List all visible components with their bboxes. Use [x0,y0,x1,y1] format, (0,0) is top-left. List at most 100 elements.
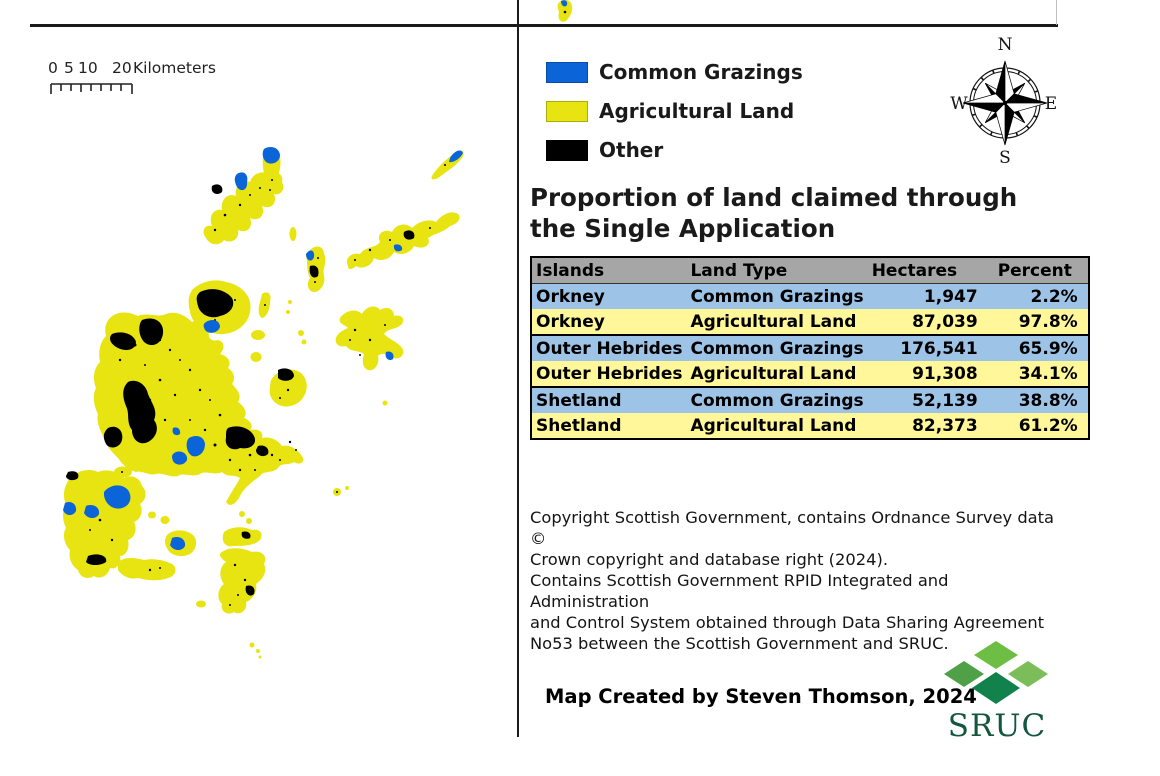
island-stronsay [335,306,404,371]
island-rousay [188,280,251,335]
islet-auskerry [382,400,388,406]
scale-label-5: 5 [64,59,74,77]
cell-land-type: Agricultural Land [690,311,857,332]
top-frame-rule [30,24,1058,27]
scale-label-20: 20 [112,59,132,77]
table-header-row: Islands Land Type Hectares Percent [531,257,1089,284]
island-sanday [346,212,460,269]
island-hoy [63,470,146,578]
island-eday [306,246,326,292]
right-frame-edge [1056,0,1057,25]
legend: Common Grazings Agricultural Land Other [546,60,803,178]
cell-percent: 34.1% [1018,363,1078,384]
island-south-ronaldsay [218,548,266,614]
island-fair-isle-fragment [557,0,573,22]
cell-island: Outer Hebrides [536,363,683,384]
table-row: Orkney Common Grazings 1,947 2.2% [531,283,1089,309]
legend-item-agricultural-land: Agricultural Land [546,99,803,123]
island-egilsay [258,292,271,318]
cell-percent: 38.8% [993,386,1089,413]
island-mainland [93,312,304,505]
islet-glims-holm [246,518,252,524]
cell-land-type: Agricultural Land [690,415,857,436]
compass-south-label: S [999,148,1011,166]
scale-bar-ticks [50,83,133,94]
cell-percent: 97.8% [1018,311,1078,332]
cell-island: Shetland [536,415,622,436]
common-grazings-swatch [546,61,588,83]
cell-hectares: 1,947 [923,286,978,307]
other-land-polygons [66,184,415,596]
legend-label: Common Grazings [599,60,803,84]
cell-island: Orkney [536,311,605,332]
header-islands: Islands [531,257,687,284]
sruc-logo-text: SRUC [947,708,1047,744]
compass-east-label: E [1045,94,1057,114]
header-percent: Percent [993,257,1089,284]
cell-percent: 65.9% [993,334,1089,361]
header-hectares: Hectares [867,257,994,284]
panel-divider-line [517,0,519,737]
page-title: Proportion of land claimed through the S… [530,183,1018,243]
scale-label-10: 10 [78,59,98,77]
map-credit-text: Map Created by Steven Thomson, 2024 [545,685,977,708]
islet-swona [196,600,206,608]
island-burray [222,527,262,547]
cell-hectares: 176,541 [867,334,994,361]
copyright-text: Copyright Scottish Government, contains … [530,508,1055,653]
island-south-walls [118,558,176,581]
islet-pentland-skerry [249,642,255,648]
agricultural-land-polygons [63,148,464,659]
cell-island: Orkney [536,286,605,307]
common-grazings-polygons [63,147,463,551]
compass-west-label: W [950,94,968,114]
legend-item-common-grazings: Common Grazings [546,60,803,84]
island-flotta [165,530,197,557]
table-row: Shetland Common Grazings 52,139 38.8% [531,386,1089,413]
island-gairsay [250,352,262,362]
compass-star [962,60,1048,146]
island-graemsay [114,466,132,478]
island-shapinsay [269,369,307,407]
other-swatch [546,139,588,161]
table-row: Outer Hebrides Agricultural Land 91,308 … [531,361,1089,387]
cell-hectares: 87,039 [912,311,978,332]
island-papa-westray [262,148,281,201]
legend-item-other: Other [546,138,803,162]
compass-rose: N E S W [950,35,1057,166]
cell-island: Outer Hebrides [531,334,687,361]
cell-land-type: Agricultural Land [690,363,857,384]
scale-label-0: 0 [48,59,58,77]
table-row: Shetland Agricultural Land 82,373 61.2% [531,413,1089,439]
compass-north-label: N [998,35,1013,55]
header-land-type: Land Type [686,257,868,284]
cell-land-type: Common Grazings [690,286,864,307]
cell-land-type: Common Grazings [686,334,868,361]
land-claim-table: Islands Land Type Hectares Percent Orkne… [530,256,1090,440]
island-north-ronaldsay [431,150,464,180]
cell-land-type: Common Grazings [686,386,868,413]
cell-hectares: 91,308 [912,363,978,384]
agricultural-land-swatch [546,100,588,122]
moorland-speckles [89,164,446,606]
island-westray [203,172,284,245]
cell-percent: 61.2% [1018,415,1078,436]
sruc-diamonds-icon [944,641,1048,704]
cell-hectares: 52,139 [867,386,994,413]
cell-island: Shetland [531,386,687,413]
islet-fara [160,516,170,524]
island-wyre [251,330,265,340]
islet-cava [148,511,156,519]
table-row: Orkney Agricultural Land 87,039 97.8% [531,309,1089,335]
islet-copinsay [333,488,341,496]
scale-bar: 0 5 10 20 Kilometers [48,59,216,94]
cell-percent: 2.2% [1030,286,1078,307]
islet-lamb-holm [239,511,245,517]
islet-faray [289,227,297,241]
scale-unit-label: Kilometers [133,59,216,77]
legend-label: Agricultural Land [599,99,795,123]
sruc-logo: SRUC [938,641,1056,742]
legend-label: Other [599,138,664,162]
cell-hectares: 82,373 [912,415,978,436]
